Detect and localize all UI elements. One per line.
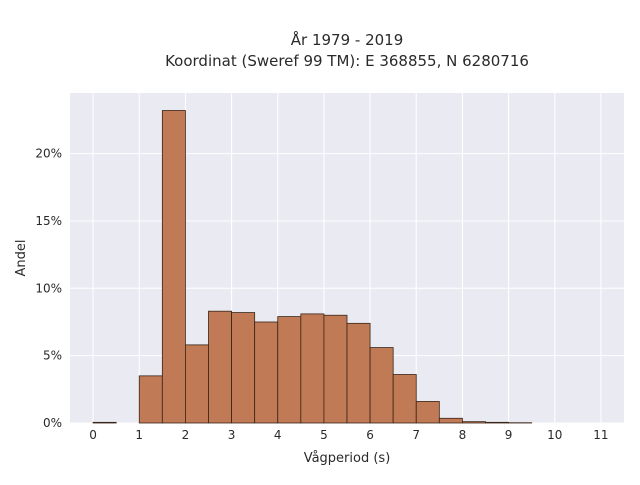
histogram-bar bbox=[347, 323, 370, 423]
histogram-bar bbox=[232, 313, 255, 423]
histogram-bar bbox=[486, 422, 509, 423]
histogram-bar bbox=[439, 418, 462, 423]
x-tick-label: 10 bbox=[547, 428, 562, 442]
y-tick-label: 20% bbox=[35, 147, 62, 161]
histogram-bar bbox=[185, 345, 208, 423]
histogram-bar bbox=[278, 317, 301, 423]
x-axis-ticks: 0 1 2 3 4 5 6 7 8 9 10 11 bbox=[89, 428, 608, 442]
histogram-bar bbox=[255, 322, 278, 423]
chart-title-line2: Koordinat (Sweref 99 TM): E 368855, N 62… bbox=[165, 52, 529, 70]
x-tick-label: 5 bbox=[320, 428, 328, 442]
histogram-bar bbox=[301, 314, 324, 423]
histogram-bar bbox=[393, 375, 416, 423]
histogram-bar bbox=[324, 315, 347, 423]
y-axis-ticks: 0% 5% 10% 15% 20% bbox=[35, 147, 62, 430]
histogram-bar bbox=[162, 111, 185, 423]
x-tick-label: 3 bbox=[228, 428, 236, 442]
x-tick-label: 8 bbox=[459, 428, 467, 442]
y-tick-label: 15% bbox=[35, 214, 62, 228]
histogram-bar bbox=[139, 376, 162, 423]
x-tick-label: 11 bbox=[593, 428, 608, 442]
y-tick-label: 5% bbox=[43, 349, 62, 363]
x-tick-label: 7 bbox=[412, 428, 420, 442]
x-tick-label: 6 bbox=[366, 428, 374, 442]
histogram-bar bbox=[416, 401, 439, 423]
x-tick-label: 0 bbox=[89, 428, 97, 442]
histogram-bar bbox=[462, 422, 485, 423]
y-axis-label: Andel bbox=[14, 240, 29, 277]
histogram-bar bbox=[209, 311, 232, 423]
histogram-bar bbox=[370, 348, 393, 423]
x-tick-label: 4 bbox=[274, 428, 282, 442]
chart-title-line1: År 1979 - 2019 bbox=[291, 30, 404, 49]
x-tick-label: 9 bbox=[505, 428, 513, 442]
y-tick-label: 10% bbox=[35, 281, 62, 295]
x-tick-label: 1 bbox=[135, 428, 143, 442]
y-tick-label: 0% bbox=[43, 416, 62, 430]
histogram-bar bbox=[93, 422, 116, 423]
x-axis-label: Vågperiod (s) bbox=[304, 451, 391, 466]
x-tick-label: 2 bbox=[182, 428, 190, 442]
